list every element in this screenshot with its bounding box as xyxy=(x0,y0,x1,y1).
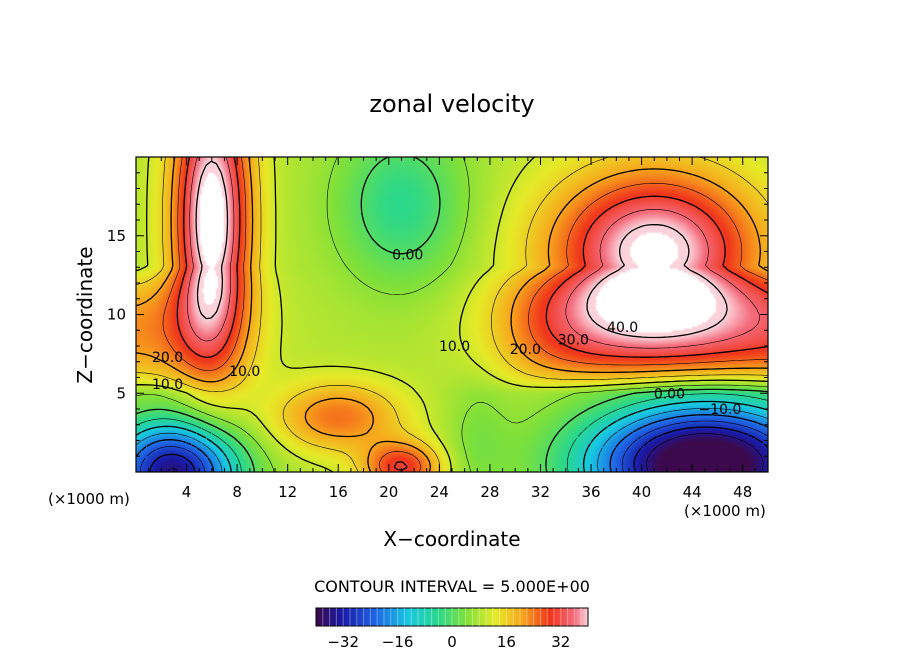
contour-label: −10.0 xyxy=(699,402,742,418)
contour-line xyxy=(136,157,768,472)
y-tick-label: 5 xyxy=(116,384,126,402)
contour-label: 0.00 xyxy=(654,386,685,402)
y-axis-ticks: 5 10 15 xyxy=(107,172,768,457)
x-unit-left: (×1000 m) xyxy=(48,490,130,508)
contour-line xyxy=(187,157,760,349)
x-tick-label: 48 xyxy=(733,483,752,501)
y-tick-label: 15 xyxy=(107,227,126,245)
y-tick-label: 10 xyxy=(107,306,126,324)
x-tick-label: 20 xyxy=(379,483,398,501)
contour-label: 10.0 xyxy=(229,364,260,380)
contour-line xyxy=(176,157,768,471)
contour-label: 10.0 xyxy=(439,339,470,355)
contour-line xyxy=(136,157,768,472)
contour-line xyxy=(162,157,768,472)
contour-label: 20.0 xyxy=(510,342,541,358)
x-unit-right: (×1000 m) xyxy=(684,502,766,520)
contour-lines xyxy=(136,157,768,472)
x-tick-label: 44 xyxy=(683,483,702,501)
x-tick-label: 40 xyxy=(632,483,651,501)
x-tick-label: 16 xyxy=(329,483,348,501)
colorbar-stripes xyxy=(322,608,582,626)
contour-line xyxy=(136,157,768,472)
x-tick-label: 4 xyxy=(182,483,192,501)
x-tick-label: 36 xyxy=(581,483,600,501)
contour-line xyxy=(136,414,768,472)
contour-line xyxy=(136,393,768,472)
contour-interval-label: CONTOUR INTERVAL = 5.000E+00 xyxy=(314,577,590,596)
contour-line xyxy=(136,400,768,472)
contour-labels: 40.0 30.0 20.0 20.0 10.0 10.0 10.0 0.00 0.00 −10.… xyxy=(152,248,742,418)
contour-line xyxy=(136,408,768,472)
x-axis-ticks: 4 8 12 16 20 24 28 32 36 40 44 48 xyxy=(148,157,756,501)
colorbar-ticks: −32 −16 0 16 32 xyxy=(327,633,570,651)
colorbar-tick-label: 0 xyxy=(447,633,457,651)
x-tick-label: 28 xyxy=(480,483,499,501)
x-tick-label: 8 xyxy=(232,483,242,501)
x-tick-label: 24 xyxy=(430,483,449,501)
y-axis-label: Z−coordinate xyxy=(73,246,97,383)
x-tick-label: 12 xyxy=(278,483,297,501)
contour-label: 30.0 xyxy=(558,333,589,349)
contour-label: 10.0 xyxy=(152,377,183,393)
velocity-field xyxy=(136,157,768,472)
contour-line xyxy=(139,420,768,472)
contour-line xyxy=(149,426,768,472)
contour-label: 40.0 xyxy=(607,320,638,336)
x-tick-label: 32 xyxy=(531,483,550,501)
contour-line xyxy=(166,433,764,472)
colorbar-tick-label: 16 xyxy=(497,633,516,651)
x-axis-label: X−coordinate xyxy=(383,527,520,551)
contour-line xyxy=(136,157,768,472)
contour-label: 0.00 xyxy=(392,248,423,264)
colorbar-tick-label: −16 xyxy=(382,633,414,651)
colorbar-tick-label: 32 xyxy=(551,633,570,651)
contour-line xyxy=(136,157,768,472)
colorbar-tick-label: −32 xyxy=(327,633,359,651)
contour-line xyxy=(195,160,728,339)
colorbar xyxy=(315,607,589,627)
chart-title: zonal velocity xyxy=(369,90,534,118)
contour-label: 20.0 xyxy=(152,350,183,366)
